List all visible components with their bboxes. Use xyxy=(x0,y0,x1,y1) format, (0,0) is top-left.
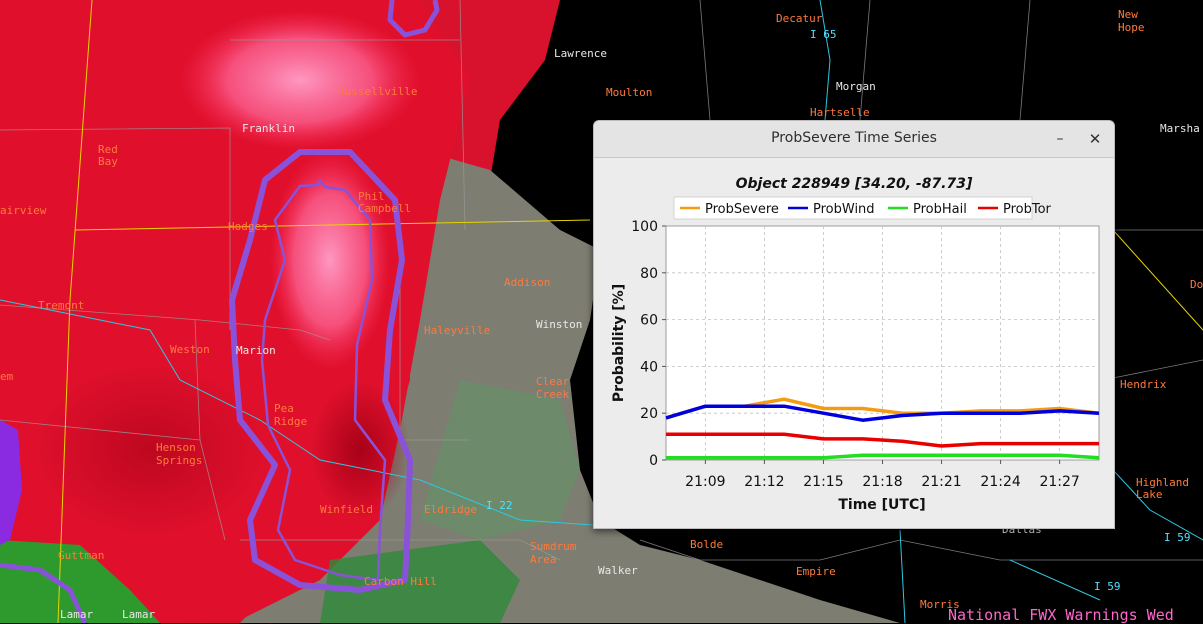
reflectivity-green xyxy=(0,540,160,623)
map-label: Do xyxy=(1190,278,1203,291)
map-label: I 22 xyxy=(486,499,513,512)
map-label: em xyxy=(0,370,14,383)
map-label: Weston xyxy=(170,343,210,356)
map-label: Phil xyxy=(358,190,385,203)
x-axis-label: Time [UTC] xyxy=(838,497,925,513)
legend-label: ProbWind xyxy=(813,202,875,217)
map-label: Hodges xyxy=(228,220,268,233)
map-label: Hendrix xyxy=(1120,378,1167,391)
map-label: Sumdrum xyxy=(530,540,577,553)
legend-label: ProbTor xyxy=(1003,202,1052,217)
map-label: Ridge xyxy=(274,415,308,428)
dialog-title: ProbSevere Time Series xyxy=(771,130,937,146)
series-line-probtor xyxy=(666,432,1099,448)
x-tick-label: 21:21 xyxy=(921,474,961,490)
map-label: Creek xyxy=(536,388,570,401)
legend-label: ProbHail xyxy=(913,202,967,217)
map-label: Lamar xyxy=(60,608,94,621)
map-label: Walker xyxy=(598,564,638,577)
y-tick-label: 40 xyxy=(640,359,658,375)
map-label: I 65 xyxy=(810,28,837,41)
map-label: I 59 xyxy=(1164,531,1191,544)
map-label: Hartselle xyxy=(810,106,870,119)
map-label: Decatur xyxy=(776,12,823,25)
map-label: Area xyxy=(530,553,557,566)
map-label: Clear xyxy=(536,375,570,388)
map-label: Russellville xyxy=(338,85,418,98)
chart-title: Object 228949 [34.20, -87.73] xyxy=(736,176,973,192)
map-label: Empire xyxy=(796,565,836,578)
y-tick-label: 0 xyxy=(649,453,658,469)
map-label: Eldridge xyxy=(424,503,477,516)
map-label: National FWX Warnings Wed xyxy=(948,606,1174,624)
y-tick-label: 20 xyxy=(640,406,658,422)
map-label: Bolde xyxy=(690,538,724,551)
map-label: Winston xyxy=(536,318,583,331)
map-label: New xyxy=(1118,8,1138,21)
map-label: Haleyville xyxy=(424,324,491,337)
map-label: airview xyxy=(0,204,47,217)
chart-grid xyxy=(666,226,1099,460)
chart-series xyxy=(665,397,1100,460)
map-label: Springs xyxy=(156,454,203,467)
map-label: Highland xyxy=(1136,476,1189,489)
warning-polygon-bottom-left xyxy=(0,562,88,623)
map-label: Henson xyxy=(156,441,196,454)
probsevere-chart: Object 228949 [34.20, -87.73] ProbSevere… xyxy=(611,176,1100,513)
map-label: Marion xyxy=(236,344,276,357)
dialog-titlebar[interactable]: ProbSevere Time Series – ✕ xyxy=(594,121,1114,158)
map-label: Morgan xyxy=(836,80,876,93)
map-label: Tremont xyxy=(38,299,85,312)
chart-legend: ProbSevere ProbWind ProbHail ProbTor xyxy=(673,196,1052,220)
x-tick-label: 21:12 xyxy=(744,474,784,490)
map-label: Addison xyxy=(504,276,551,289)
y-tick-label: 80 xyxy=(640,266,658,282)
map-label: Lamar xyxy=(122,608,156,621)
close-button[interactable]: ✕ xyxy=(1088,130,1102,148)
map-label: Hope xyxy=(1118,21,1145,34)
y-axis-label: Probability [%] xyxy=(611,284,627,402)
legend-box xyxy=(673,196,1033,220)
y-tick-label: 60 xyxy=(640,313,658,329)
reflectivity-gray-2 xyxy=(420,380,580,540)
map-label: Guttman xyxy=(58,549,105,562)
x-tick-label: 21:15 xyxy=(803,474,843,490)
y-axis-ticks: 0 20 40 60 80 100 xyxy=(631,219,666,469)
map-label: Pea xyxy=(274,402,294,415)
map-label: Morris xyxy=(920,598,960,611)
map-label: Campbell xyxy=(358,202,411,215)
map-label: Red xyxy=(98,143,118,156)
minimize-button[interactable]: – xyxy=(1056,131,1064,147)
warning-polygon-outer xyxy=(229,149,413,593)
map-label: Lake xyxy=(1136,488,1163,501)
map-label: Carbon Hill xyxy=(364,575,437,588)
legend-label: ProbSevere xyxy=(705,202,779,217)
map-label: Winfield xyxy=(320,503,373,516)
y-tick-label: 100 xyxy=(631,219,658,235)
map-label: Bay xyxy=(98,155,118,168)
map-label: I 59 xyxy=(1094,580,1121,593)
warning-polygon-top xyxy=(387,0,440,38)
map-label: Franklin xyxy=(242,122,295,135)
series-line-probwind xyxy=(665,404,1100,422)
x-tick-label: 21:24 xyxy=(980,474,1020,490)
map-label: Marsha xyxy=(1160,122,1200,135)
x-axis-ticks: 21:09 21:12 21:15 21:18 21:21 21:24 21:27 xyxy=(685,460,1080,490)
series-line-probhail xyxy=(666,453,1100,460)
x-tick-label: 21:27 xyxy=(1039,474,1079,490)
probsevere-dialog: ProbSevere Time Series – ✕ Object 228949… xyxy=(593,120,1115,529)
x-tick-label: 21:18 xyxy=(862,474,902,490)
warning-polygon-inner xyxy=(260,178,387,582)
map-label: Lawrence xyxy=(554,47,607,60)
x-tick-label: 21:09 xyxy=(685,474,725,490)
map-label: Moulton xyxy=(606,86,653,99)
